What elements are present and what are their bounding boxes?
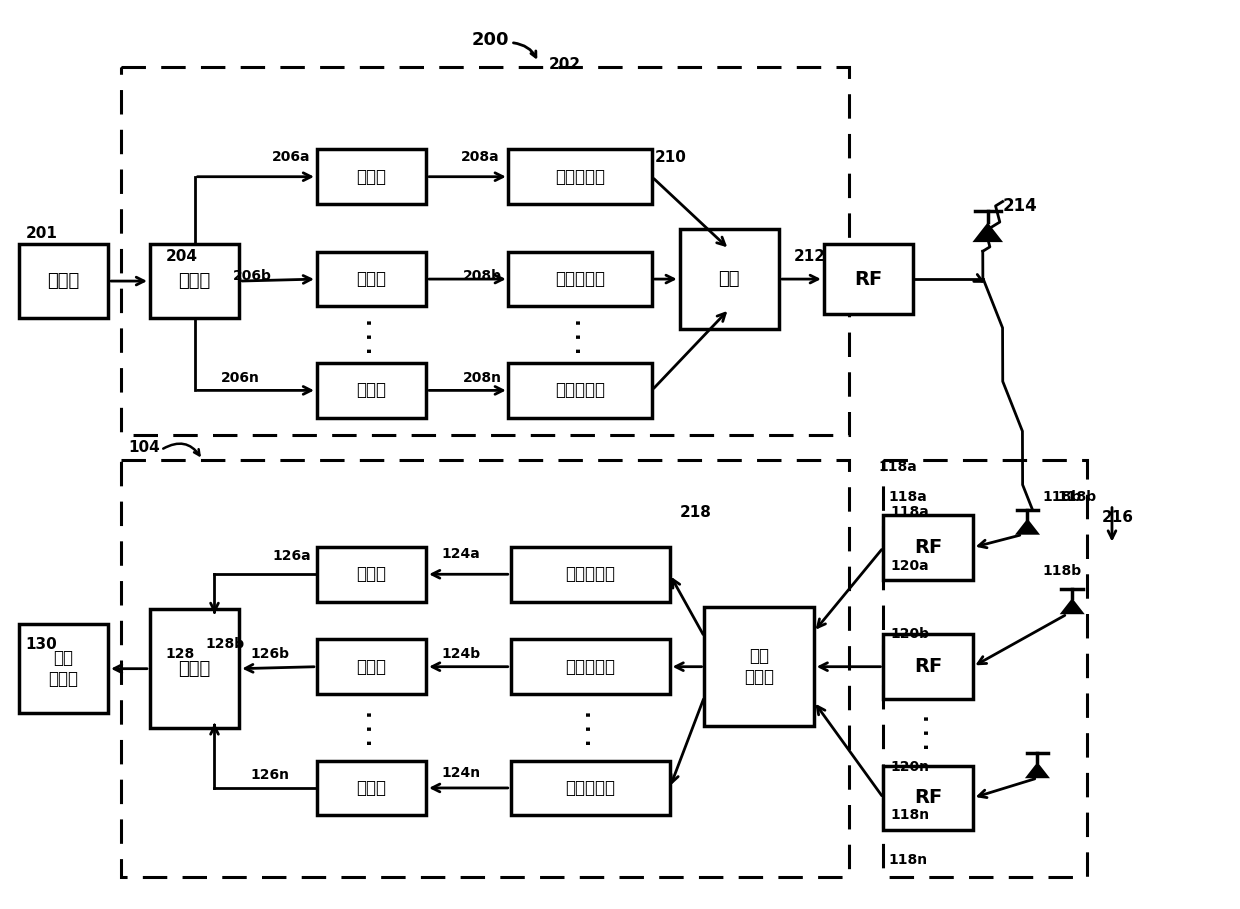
Text: 218: 218 xyxy=(680,504,712,520)
Text: 128b: 128b xyxy=(206,637,244,651)
Bar xyxy=(122,460,848,877)
Bar xyxy=(883,765,973,830)
Text: 解码器: 解码器 xyxy=(357,565,387,584)
Bar xyxy=(511,639,670,694)
Text: 118n: 118n xyxy=(888,853,928,866)
Bar xyxy=(317,149,427,204)
Bar xyxy=(317,363,427,418)
Text: 120b: 120b xyxy=(890,627,929,641)
Text: 200: 200 xyxy=(472,31,510,48)
Polygon shape xyxy=(972,223,1003,242)
Text: 118b: 118b xyxy=(1043,564,1081,578)
Text: 208a: 208a xyxy=(461,150,500,164)
Text: 数据源: 数据源 xyxy=(47,272,79,290)
Bar xyxy=(883,634,973,699)
Text: 128: 128 xyxy=(166,647,195,661)
Text: RF: RF xyxy=(914,788,942,807)
Bar xyxy=(150,244,239,318)
Text: 206n: 206n xyxy=(221,371,259,385)
Text: 混沌调制器: 混沌调制器 xyxy=(556,270,605,288)
Text: 解码器: 解码器 xyxy=(357,779,387,797)
Text: 201: 201 xyxy=(26,226,57,242)
Bar xyxy=(883,515,973,580)
Bar xyxy=(511,761,670,815)
Text: · · ·: · · · xyxy=(362,318,381,354)
Bar xyxy=(508,363,652,418)
Text: 118a: 118a xyxy=(878,460,918,474)
Text: 混沌解调器: 混沌解调器 xyxy=(565,565,615,584)
Text: 126b: 126b xyxy=(250,647,289,661)
Text: 118a: 118a xyxy=(888,490,928,504)
Bar xyxy=(508,149,652,204)
Text: 214: 214 xyxy=(1003,196,1038,215)
Text: 204: 204 xyxy=(166,249,198,265)
Text: · · ·: · · · xyxy=(362,711,381,746)
Text: RF: RF xyxy=(914,657,942,676)
Text: 206b: 206b xyxy=(232,269,272,283)
Text: 合并器: 合并器 xyxy=(179,660,211,678)
Text: 解码器: 解码器 xyxy=(357,658,387,675)
Bar xyxy=(317,761,427,815)
Text: 212: 212 xyxy=(794,249,826,265)
Bar xyxy=(19,244,108,318)
Text: 124b: 124b xyxy=(441,647,480,661)
Text: · · ·: · · · xyxy=(570,318,590,354)
Text: 120a: 120a xyxy=(890,559,929,574)
Text: 208b: 208b xyxy=(463,269,502,283)
Bar xyxy=(317,547,427,602)
Text: 118a: 118a xyxy=(890,504,929,519)
Polygon shape xyxy=(1025,762,1050,778)
Bar xyxy=(19,624,108,714)
Bar xyxy=(823,245,913,314)
Text: 210: 210 xyxy=(655,150,687,165)
Bar xyxy=(511,547,670,602)
Text: 206a: 206a xyxy=(272,150,311,164)
Bar xyxy=(317,252,427,306)
Text: 130: 130 xyxy=(26,637,57,652)
Text: 混沌调制器: 混沌调制器 xyxy=(556,382,605,399)
Polygon shape xyxy=(1060,598,1085,614)
Bar xyxy=(122,67,848,435)
Text: 118b: 118b xyxy=(1043,490,1081,504)
Text: 104: 104 xyxy=(128,440,160,455)
Text: 混沌
均衡器: 混沌 均衡器 xyxy=(744,647,774,686)
Bar xyxy=(317,639,427,694)
Text: 分离器: 分离器 xyxy=(179,272,211,290)
Text: 数据
接收器: 数据 接收器 xyxy=(48,649,78,688)
Text: 求和: 求和 xyxy=(718,270,740,288)
Bar xyxy=(680,229,779,329)
Text: 120n: 120n xyxy=(890,760,929,774)
Text: 202: 202 xyxy=(548,57,580,73)
Text: 124a: 124a xyxy=(441,547,480,562)
Text: · · ·: · · · xyxy=(919,714,937,750)
Text: 混沌解调器: 混沌解调器 xyxy=(565,658,615,675)
Polygon shape xyxy=(1016,519,1040,534)
Text: · · ·: · · · xyxy=(580,711,600,746)
Text: 208n: 208n xyxy=(463,371,502,385)
Text: 编码器: 编码器 xyxy=(357,382,387,399)
Bar xyxy=(150,609,239,728)
Bar xyxy=(883,460,1087,877)
Text: 126n: 126n xyxy=(250,768,289,782)
Text: RF: RF xyxy=(854,270,883,288)
Text: 混沌解调器: 混沌解调器 xyxy=(565,779,615,797)
Text: 216: 216 xyxy=(1102,510,1135,524)
Text: 118b: 118b xyxy=(1058,490,1096,504)
Text: 118n: 118n xyxy=(890,808,930,822)
Text: 编码器: 编码器 xyxy=(357,270,387,288)
Text: 124n: 124n xyxy=(441,766,480,780)
Text: 编码器: 编码器 xyxy=(357,167,387,185)
Bar xyxy=(704,607,813,726)
Bar xyxy=(508,252,652,306)
Text: 126a: 126a xyxy=(272,549,311,564)
Text: RF: RF xyxy=(914,538,942,557)
Text: 混沌调制器: 混沌调制器 xyxy=(556,167,605,185)
